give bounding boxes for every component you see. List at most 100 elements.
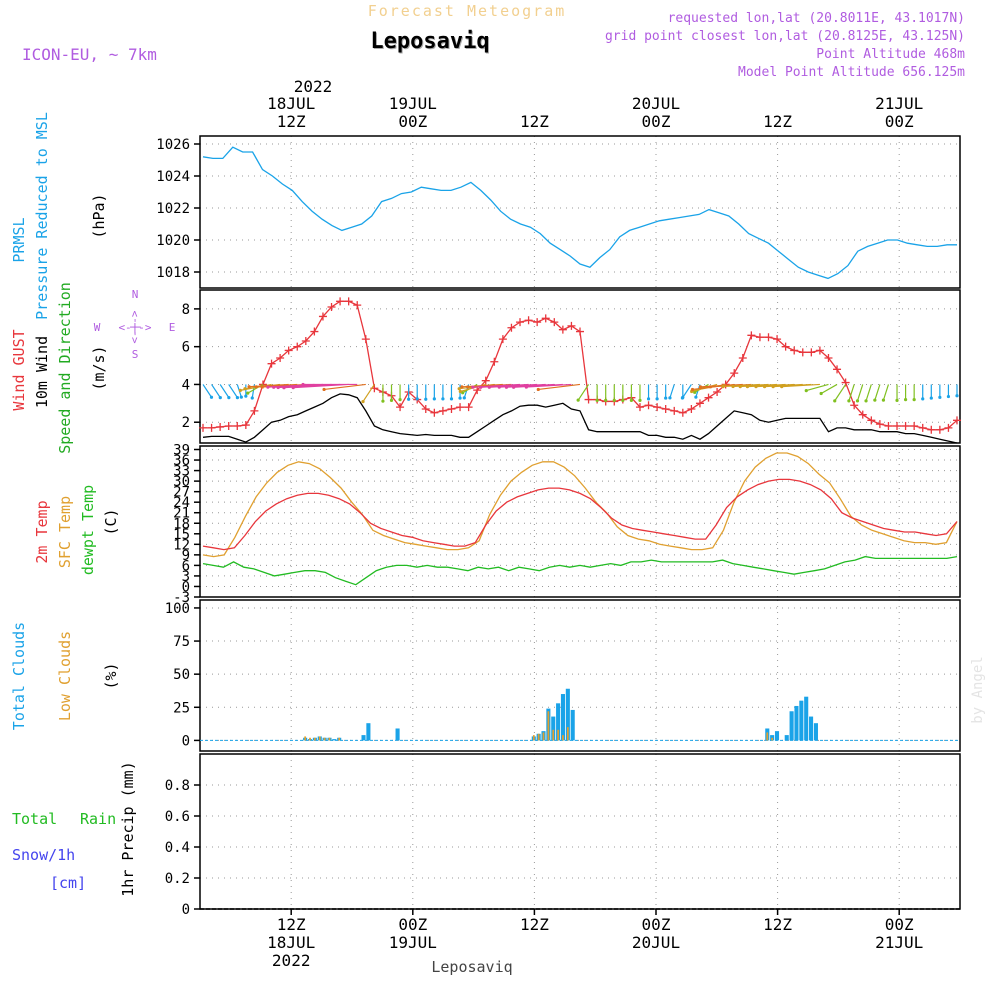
wind-ytick-label: 6: [182, 340, 190, 356]
wind-label-dir: Speed and Direction: [56, 282, 74, 454]
wind-direction-head: [833, 399, 837, 403]
bottom-hour-label: 00Z: [398, 915, 427, 934]
wind-direction-head: [621, 398, 625, 402]
wind-direction-head: [754, 385, 758, 389]
wind-gust-point: [533, 318, 542, 327]
compass-e: E: [169, 321, 176, 334]
wind-direction-arrow: [865, 384, 872, 402]
top-hour-label: 12Z: [763, 112, 792, 131]
wind-gust-point: [747, 331, 756, 340]
precip-label-cm: [cm]: [50, 874, 86, 892]
temperature-ytick-label: 30: [173, 474, 190, 490]
wind-gust-point: [361, 335, 370, 344]
total-cloud-bar: [794, 705, 799, 741]
cloud-ytick-label: 25: [173, 700, 190, 716]
model-label: ICON-EU, ~ 7km: [22, 45, 157, 64]
wind-direction-head: [361, 400, 365, 404]
low-cloud-bar: [318, 736, 321, 741]
wind-direction-arrow: [669, 384, 675, 399]
cloud-label-total: Total Clouds: [10, 622, 28, 730]
wind-direction-head: [536, 387, 540, 392]
low-cloud-bar: [547, 711, 550, 741]
compass-s: S: [132, 348, 139, 361]
precip-ytick-label: 0.2: [165, 871, 190, 887]
wind-gust-point: [516, 318, 525, 327]
wind-gust-point: [216, 422, 225, 431]
wind-direction-head: [929, 396, 933, 400]
low-cloud-bar: [552, 729, 555, 741]
temperature-ytick-label: -3: [173, 590, 190, 606]
bottom-hour-label: 00Z: [642, 915, 671, 934]
wind-gust-point: [644, 401, 653, 410]
wind-direction-head: [389, 398, 394, 402]
wind-gust-point: [875, 420, 884, 429]
wind-gust-point: [464, 403, 473, 412]
temperature-ytick-label: 24: [173, 495, 190, 511]
total-cloud-bar: [774, 731, 780, 741]
wind-direction-head: [407, 397, 411, 401]
top-hour-label: 12Z: [520, 112, 549, 131]
wind-direction-head: [239, 395, 243, 399]
compass-rose: N <-|-> W <-|-> E S: [94, 288, 176, 361]
wind-gust-point: [884, 422, 893, 430]
wind-label-10m: 10m Wind: [33, 336, 51, 408]
wind-gust-point: [910, 422, 919, 430]
wind-direction-arrow: [882, 384, 890, 401]
temperature-ytick-label: 21: [173, 506, 190, 522]
wind-gust-point: [224, 422, 233, 430]
cloud-unit: (%): [102, 662, 120, 689]
temperature-ytick-label: 3: [182, 569, 190, 585]
wind-direction-arrow: [202, 384, 212, 398]
total-cloud-bar: [813, 723, 818, 741]
top-date-label: 20JUL: [632, 94, 680, 113]
wind-direction-arrow: [781, 383, 820, 388]
wind-gust-point: [738, 354, 747, 362]
temperature-ytick-label: 36: [173, 453, 190, 469]
wind-direction-head: [595, 398, 599, 402]
wind-direction-arrow: [526, 383, 572, 388]
total-cloud-bar: [332, 739, 337, 741]
pressure-panel: 1018 1020 1022 1024 1026: [156, 135, 961, 289]
wind-direction-head: [209, 395, 214, 399]
wind-direction-head: [504, 385, 509, 389]
bottom-hour-label: 00Z: [885, 915, 914, 934]
wind-direction-head: [238, 388, 242, 392]
wind-direction-head: [487, 385, 491, 389]
wind-direction-head: [458, 389, 462, 394]
wind-direction-head: [576, 398, 580, 402]
total-cloud-bar: [556, 703, 561, 741]
pressure-ytick-label: 1018: [156, 265, 190, 281]
top-year-label: 2022: [294, 77, 333, 96]
wind-direction-head: [243, 387, 247, 391]
temp-label-sfc: SFC Temp: [56, 496, 74, 568]
wind-direction-head: [235, 396, 240, 400]
wind-direction-head: [291, 386, 295, 390]
bottom-date-label: 19JUL: [389, 933, 437, 952]
pressure-ytick-label: 1020: [156, 233, 190, 249]
precip-label-snow: Snow/1h: [12, 846, 75, 864]
wind-direction-head: [260, 385, 264, 389]
location-title: Leposaviq: [370, 29, 489, 54]
wind-direction-arrow: [856, 384, 864, 402]
wind-gust-point: [858, 410, 867, 419]
wind-gust-point: [893, 422, 902, 430]
wind-direction-head: [946, 394, 951, 399]
wind-direction-head: [847, 399, 851, 403]
low-cloud-bar: [309, 737, 311, 741]
sfc-temp-series: [202, 452, 958, 558]
wind-gust-point: [293, 342, 302, 351]
wind-direction-arrow: [806, 383, 829, 392]
wind-ytick-label: 8: [182, 302, 190, 318]
wind-gust-point: [327, 303, 336, 311]
low-cloud-bar: [328, 737, 331, 741]
wind-direction-head: [497, 385, 501, 389]
pressure-frame: [199, 135, 961, 289]
wind-direction-head: [272, 385, 276, 389]
wind-direction-head: [745, 385, 750, 389]
wind-gust-point: [421, 405, 430, 413]
wind-direction-head: [441, 397, 445, 401]
wind-gust-point: [670, 406, 679, 415]
wind-label-gust: Wind GUST: [10, 329, 28, 410]
